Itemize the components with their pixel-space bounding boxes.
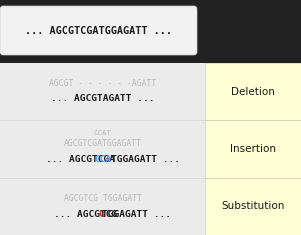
Text: Substitution: Substitution (221, 201, 285, 211)
Text: CCAT: CCAT (94, 130, 111, 136)
Text: Insertion: Insertion (230, 144, 276, 154)
Text: CCAT: CCAT (95, 154, 117, 164)
Bar (205, 178, 301, 235)
Text: AGCGTCGATGGAGATT: AGCGTCGATGGAGATT (64, 140, 141, 149)
FancyBboxPatch shape (0, 6, 197, 55)
Text: AGCGTCG TGGAGATT: AGCGTCG TGGAGATT (64, 194, 141, 203)
Text: C: C (98, 210, 104, 219)
Text: AGCGT - - - - - -AGATT: AGCGT - - - - - -AGATT (49, 79, 156, 88)
Bar (0, 63, 301, 235)
Text: ... AGCGTCGA: ... AGCGTCGA (46, 154, 115, 164)
Text: ... AGCGTCG: ... AGCGTCG (54, 210, 117, 219)
Text: TGGAGATT ...: TGGAGATT ... (103, 210, 172, 219)
Bar (205, 120, 301, 178)
Text: Deletion: Deletion (231, 87, 275, 97)
Text: ... AGCGTAGATT ...: ... AGCGTAGATT ... (51, 94, 154, 103)
Text: ... AGCGTCGATGGAGATT ...: ... AGCGTCGATGGAGATT ... (25, 26, 172, 35)
Text: TGGAGATT ...: TGGAGATT ... (110, 154, 180, 164)
Bar (205, 63, 301, 120)
Bar (0, 0, 301, 63)
